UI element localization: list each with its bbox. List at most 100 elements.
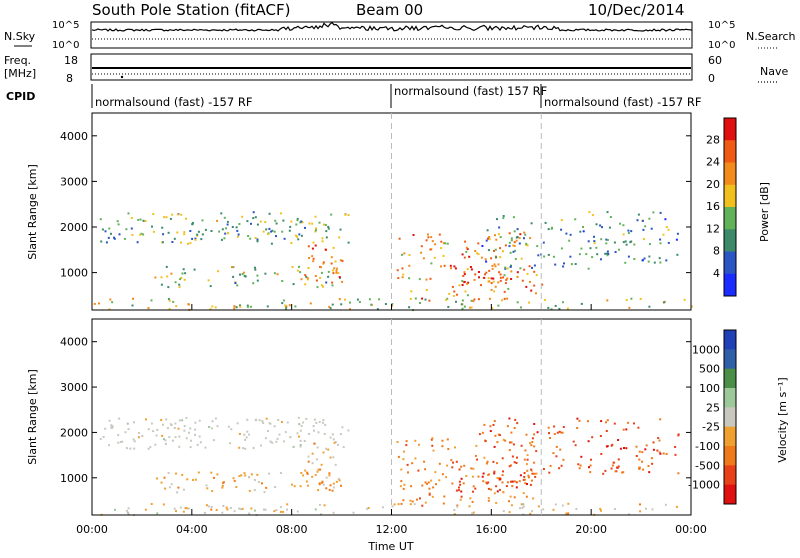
velocity-echo-cell xyxy=(460,477,463,480)
power-echo-cell xyxy=(108,308,111,311)
power-echo-cell xyxy=(529,280,531,283)
power-echo-cell xyxy=(232,266,235,269)
velocity-echo-cell xyxy=(536,431,539,434)
power-echo-cell xyxy=(247,235,250,237)
velocity-echo-cell xyxy=(531,472,534,475)
velocity-echo-cell xyxy=(523,478,526,481)
power-echo-cell xyxy=(319,266,322,269)
power-echo-cell xyxy=(495,238,498,241)
power-echo-cell xyxy=(425,239,428,242)
velocity-echo-cell xyxy=(555,445,558,448)
velocity-echo-cell xyxy=(147,447,150,450)
power-echo-cell xyxy=(530,222,533,225)
velocity-echo-cell xyxy=(162,503,165,506)
velocity-echo-cell xyxy=(396,441,399,443)
power-echo-cell xyxy=(180,276,183,279)
power-echo-cell xyxy=(588,211,591,214)
power-echo-cell xyxy=(214,306,217,309)
nsky-trace xyxy=(91,21,693,32)
velocity-echo-cell xyxy=(325,447,328,450)
velocity-echo-cell xyxy=(508,449,511,452)
power-echo-cell xyxy=(233,307,236,310)
power-echo-cell xyxy=(533,284,536,287)
velocity-echo-cell xyxy=(233,479,236,482)
x-tick-label: 08:00 xyxy=(276,523,308,536)
power-echo-cell xyxy=(321,237,324,240)
velocity-echo-cell xyxy=(114,508,116,511)
velocity-echo-cell xyxy=(475,444,478,447)
velocity-echo-cell xyxy=(280,421,283,423)
velocity-echo-cell xyxy=(622,471,625,474)
power-echo-cell xyxy=(315,279,318,282)
power-echo-cell xyxy=(499,256,502,259)
power-echo-cell xyxy=(182,268,185,271)
velocity-colorbar-swatch xyxy=(724,330,736,350)
power-echo-cell xyxy=(130,217,133,219)
velocity-echo-cell xyxy=(493,492,496,495)
velocity-echo-cell xyxy=(587,440,590,443)
power-echo-cell xyxy=(180,213,183,216)
power-echo-cell xyxy=(249,305,252,308)
velocity-echo-cell xyxy=(561,504,564,507)
velocity-echo-cell xyxy=(182,488,185,491)
power-echo-cell xyxy=(330,256,333,259)
power-echo-cell xyxy=(526,272,529,275)
velocity-echo-cell xyxy=(248,512,251,515)
velocity-echo-cell xyxy=(391,505,394,508)
power-echo-cell xyxy=(494,248,497,251)
velocity-echo-cell xyxy=(497,433,500,436)
velocity-echo-cell xyxy=(492,424,495,426)
velocity-echo-cell xyxy=(329,456,332,459)
power-echo-cell xyxy=(254,216,257,219)
power-echo-cell xyxy=(512,250,515,253)
power-echo-cell xyxy=(189,242,192,245)
power-echo-cell xyxy=(314,230,317,233)
velocity-colorbar-tick: -1000 xyxy=(688,479,720,492)
velocity-echo-cell xyxy=(641,460,644,463)
velocity-echo-cell xyxy=(644,448,647,451)
power-echo-cell xyxy=(595,246,598,249)
power-echo-cell xyxy=(596,253,599,256)
velocity-echo-cell xyxy=(453,509,456,511)
power-echo-cell xyxy=(664,218,667,221)
velocity-echo-cell xyxy=(269,440,272,443)
power-echo-cell xyxy=(419,302,421,304)
power-echo-cell xyxy=(528,301,530,304)
velocity-echo-cell xyxy=(186,478,189,481)
velocity-echo-cell xyxy=(117,441,120,444)
velocity-echo-cell xyxy=(174,422,177,425)
velocity-echo-cell xyxy=(457,489,460,492)
velocity-echo-cell xyxy=(402,487,405,490)
velocity-echo-cell xyxy=(431,437,434,440)
velocity-echo-cell xyxy=(509,441,512,444)
power-echo-cell xyxy=(508,232,511,235)
power-echo-cell xyxy=(493,249,495,252)
velocity-echo-cell xyxy=(156,512,159,515)
power-echo-cell xyxy=(486,229,489,232)
velocity-echo-cell xyxy=(531,441,534,444)
velocity-echo-cell xyxy=(650,457,653,460)
power-echo-cell xyxy=(497,281,500,284)
velocity-echo-cell xyxy=(432,486,435,489)
power-echo-cell xyxy=(518,242,521,245)
velocity-echo-cell xyxy=(501,474,504,477)
power-echo-cell xyxy=(130,227,133,230)
velocity-echo-cell xyxy=(341,426,344,429)
power-echo-cell xyxy=(191,221,194,224)
power-echo-cell xyxy=(171,213,174,216)
velocity-echo-cell xyxy=(111,425,114,428)
x-tick-label: 04:00 xyxy=(176,523,208,536)
power-echo-cell xyxy=(485,260,488,263)
power-echo-cell xyxy=(467,281,470,284)
velocity-echo-cell xyxy=(469,497,472,500)
power-echo-cell xyxy=(227,231,230,234)
power-echo-cell xyxy=(600,258,602,261)
power-echo-cell xyxy=(481,245,484,247)
power-echo-cell xyxy=(582,230,585,233)
velocity-echo-cell xyxy=(124,431,127,434)
velocity-echo-cell xyxy=(553,433,556,435)
power-echo-cell xyxy=(502,250,504,253)
velocity-echo-cell xyxy=(416,498,418,501)
power-echo-cell xyxy=(341,259,344,262)
velocity-echo-cell xyxy=(613,422,616,425)
